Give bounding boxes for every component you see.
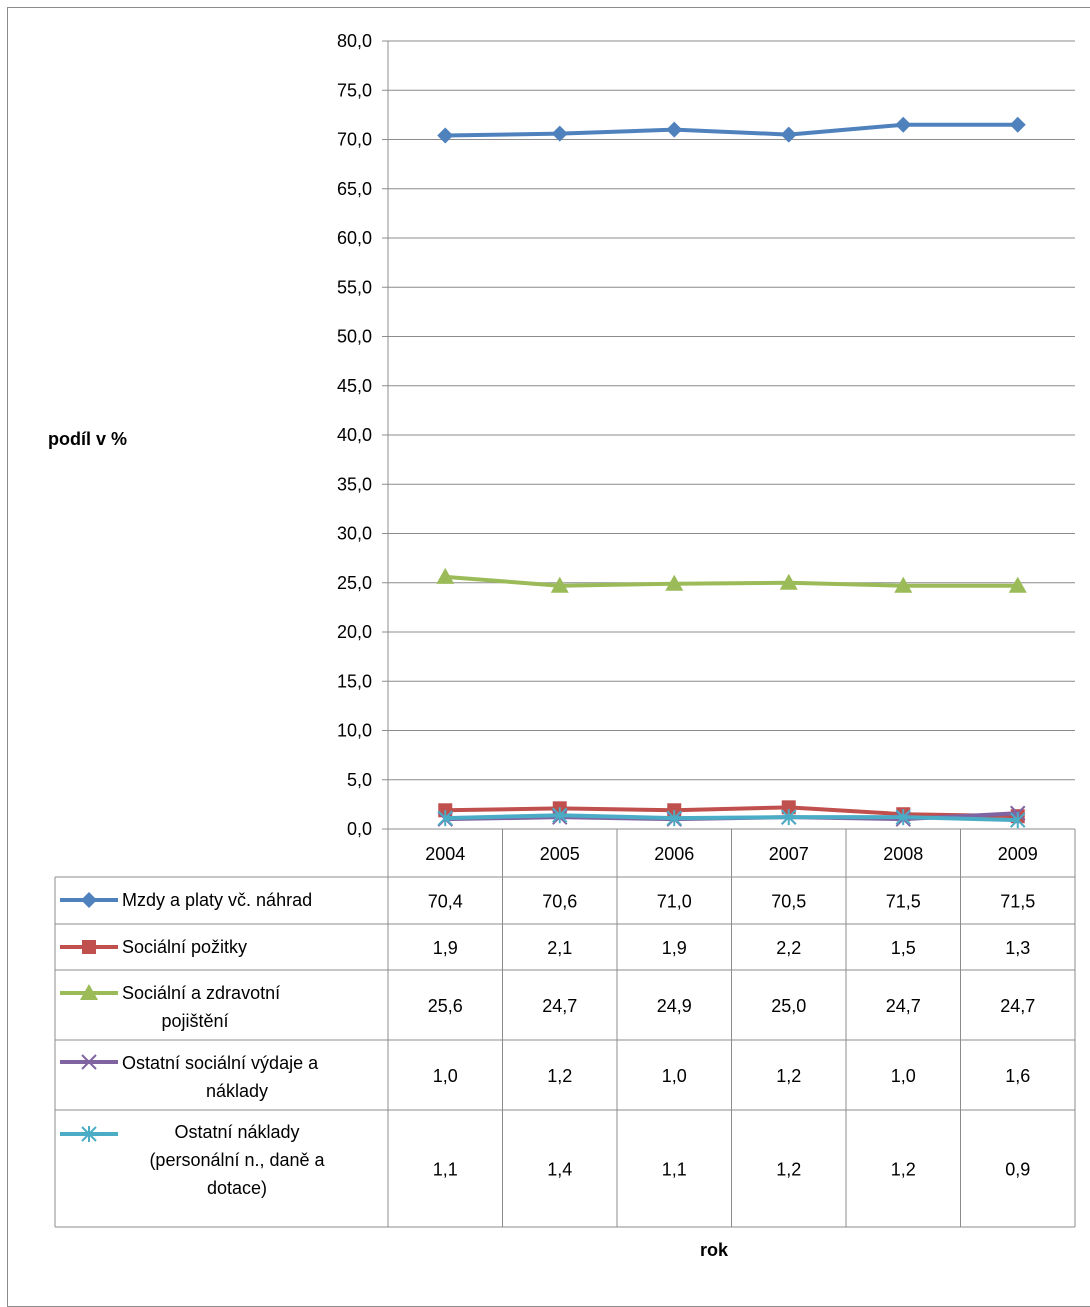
data-label: 1,0: [891, 1066, 916, 1086]
y-tick-label: 60,0: [337, 228, 372, 248]
y-tick-label: 70,0: [337, 130, 372, 150]
y-tick-layer: 0,0 5,0 10,0 15,0 20,0 25,0 30,0 35,0 40,0 45,0 50…: [337, 31, 372, 839]
data-point: [895, 809, 911, 826]
data-label: 24,7: [1000, 996, 1035, 1016]
data-point: [780, 126, 797, 143]
data-point: [666, 121, 683, 138]
data-label: 1,6: [1005, 1066, 1030, 1086]
data-label: 1,4: [547, 1160, 572, 1180]
data-label: 2,1: [547, 938, 572, 958]
data-point: [894, 576, 913, 593]
data-label: 24,9: [657, 996, 692, 1016]
y-tick-label: 55,0: [337, 277, 372, 297]
data-label: 1,9: [662, 938, 687, 958]
series-line: [445, 574, 1018, 588]
y-tick-label: 5,0: [347, 770, 372, 790]
data-label: 25,6: [428, 996, 463, 1016]
data-label: 1,0: [662, 1066, 687, 1086]
data-label: 1,1: [433, 1160, 458, 1180]
x-tick-label: 2005: [540, 844, 580, 864]
y-tick-label: 50,0: [337, 327, 372, 347]
y-tick-label: 40,0: [337, 425, 372, 445]
data-point: [1009, 116, 1026, 133]
legend-key-marker: [81, 1054, 97, 1070]
data-point: [1008, 576, 1027, 593]
data-label: 70,6: [542, 892, 577, 912]
data-point: [436, 567, 455, 584]
data-label: 1,1: [662, 1160, 687, 1180]
data-label: 0,9: [1005, 1160, 1030, 1180]
legend-key-marker: [82, 940, 96, 954]
y-tick-label: 30,0: [337, 524, 372, 544]
data-label: 71,5: [1000, 892, 1035, 912]
series-line: [445, 805, 1018, 819]
data-point: [781, 809, 797, 826]
data-point: [437, 810, 453, 827]
data-label: 1,2: [891, 1160, 916, 1180]
y-tick-label: 45,0: [337, 376, 372, 396]
data-label: 24,7: [886, 996, 921, 1016]
x-tick-label: 2007: [769, 844, 809, 864]
data-label: 24,7: [542, 996, 577, 1016]
legend-entry: Sociální požitky: [122, 937, 247, 957]
data-point: [895, 116, 912, 133]
data-point: [779, 573, 798, 590]
grid-layer: [382, 40, 1075, 830]
data-label: 2,2: [776, 938, 801, 958]
legend-entry: Ostatní náklady (personální n., daně a dot…: [149, 1122, 325, 1198]
x-tick-label: 2006: [654, 844, 694, 864]
series-line: [445, 122, 1018, 138]
legend-entry: Sociální a zdravotní pojištění: [122, 983, 280, 1031]
data-label: 1,9: [433, 938, 458, 958]
x-tick-label: 2009: [998, 844, 1038, 864]
data-point: [665, 574, 684, 591]
series-line: [445, 813, 1018, 823]
y-tick-label: 15,0: [337, 671, 372, 691]
x-tick-label: 2004: [425, 844, 465, 864]
data-label: 70,4: [428, 892, 463, 912]
data-point: [1010, 812, 1026, 829]
y-tick-label: 80,0: [337, 31, 372, 51]
y-tick-label: 65,0: [337, 179, 372, 199]
data-label: 71,5: [886, 892, 921, 912]
data-point: [437, 127, 454, 144]
y-axis-label: podíl v %: [48, 429, 128, 449]
y-tick-label: 75,0: [337, 80, 372, 100]
legend-entry: Mzdy a platy vč. náhrad: [122, 890, 312, 910]
data-table: 2004 2005 2006 2007 2008 2009 Mzdy a platy vč.…: [54, 829, 1076, 1228]
y-tick-label: 35,0: [337, 474, 372, 494]
data-label: 70,5: [771, 892, 806, 912]
data-label: 71,0: [657, 892, 692, 912]
data-label: 1,2: [776, 1066, 801, 1086]
data-point: [666, 810, 682, 827]
data-point: [550, 576, 569, 593]
data-point: [552, 807, 568, 824]
data-label: 1,2: [776, 1160, 801, 1180]
y-tick-label: 10,0: [337, 721, 372, 741]
y-tick-label: 0,0: [347, 819, 372, 839]
data-label: 1,5: [891, 938, 916, 958]
data-label: 1,3: [1005, 938, 1030, 958]
y-tick-label: 20,0: [337, 622, 372, 642]
data-point: [551, 125, 568, 142]
legend-key-marker: [81, 892, 97, 908]
data-label: 25,0: [771, 996, 806, 1016]
data-point: [781, 800, 796, 815]
x-axis-label: rok: [700, 1240, 729, 1260]
legend-key-marker: [80, 984, 98, 1000]
data-label: 1,0: [433, 1066, 458, 1086]
legend-key-marker: [81, 1126, 97, 1142]
data-label: 1,2: [547, 1066, 572, 1086]
series-layer: [436, 116, 1027, 829]
y-tick-label: 25,0: [337, 573, 372, 593]
legend-entry: Ostatní sociální výdaje a náklady: [122, 1053, 319, 1101]
x-tick-label: 2008: [883, 844, 923, 864]
